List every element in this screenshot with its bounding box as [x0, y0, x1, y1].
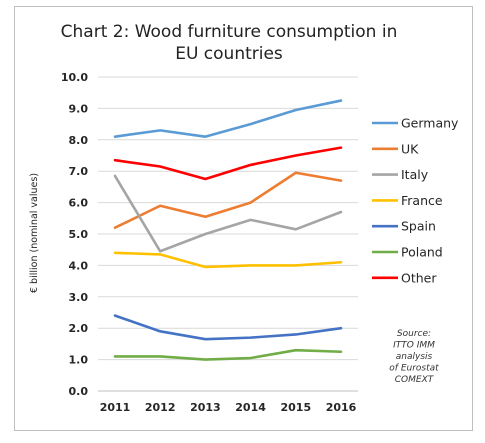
- series-line-france: [113, 251, 343, 269]
- y-tick-label: 10.0: [61, 71, 88, 84]
- source-line: of Eurostat: [389, 364, 439, 374]
- x-axis-ticks: 2011 2012 2013 2014 2015 2016: [100, 401, 357, 414]
- source-line: ITTO IMM: [393, 341, 435, 351]
- x-tick-label: 2014: [235, 401, 266, 414]
- line-chart: Chart 2: Wood furniture consumption in E…: [29, 22, 459, 414]
- series-line-spain: [113, 314, 343, 341]
- chart-title: Chart 2: Wood furniture consumption in E…: [61, 22, 398, 64]
- y-tick-label: 9.0: [69, 102, 89, 115]
- source-line: analysis: [396, 352, 433, 362]
- source-line: Source:: [397, 329, 431, 339]
- y-tick-label: 1.0: [69, 354, 89, 367]
- legend-label-other: Other: [401, 270, 437, 285]
- y-tick-label: 7.0: [69, 165, 89, 178]
- series-line-italy: [113, 174, 343, 253]
- legend-label-spain: Spain: [401, 219, 436, 234]
- chart-frame: Chart 2: Wood furniture consumption in E…: [14, 6, 473, 431]
- chart-title-line-1: Chart 2: Wood furniture consumption in: [61, 22, 398, 42]
- x-tick-label: 2013: [190, 401, 221, 414]
- x-tick-label: 2015: [280, 401, 311, 414]
- gridlines: [98, 76, 358, 392]
- series-line-germany: [113, 99, 343, 138]
- y-axis-label: € billion (nominal values): [29, 173, 40, 293]
- y-axis-ticks: 0.0 1.0 2.0 3.0 4.0 5.0 6.0 7.0 8.0 9.0 10.0: [61, 71, 88, 398]
- source-line: COMEXT: [395, 375, 435, 385]
- legend-label-italy: Italy: [401, 167, 429, 182]
- legend-label-france: France: [401, 193, 443, 208]
- legend-label-germany: Germany: [401, 116, 459, 131]
- x-tick-label: 2012: [145, 401, 176, 414]
- legend-label-uk: UK: [401, 141, 419, 156]
- y-tick-label: 5.0: [69, 228, 89, 241]
- y-tick-label: 2.0: [69, 322, 89, 335]
- x-tick-label: 2016: [326, 401, 357, 414]
- y-tick-label: 8.0: [69, 134, 89, 147]
- y-tick-label: 3.0: [69, 291, 89, 304]
- y-tick-label: 4.0: [69, 259, 89, 272]
- legend-label-poland: Poland: [401, 245, 443, 260]
- series-line-uk: [113, 171, 343, 230]
- y-tick-label: 6.0: [69, 197, 89, 210]
- series-lines: [113, 99, 343, 361]
- series-line-poland: [113, 348, 343, 361]
- y-tick-label: 0.0: [69, 385, 89, 398]
- legend: Germany UK Italy France Spain Poland Other: [372, 116, 459, 285]
- chart-title-line-2: EU countries: [175, 44, 283, 64]
- series-line-other: [113, 146, 343, 181]
- x-tick-label: 2011: [100, 401, 131, 414]
